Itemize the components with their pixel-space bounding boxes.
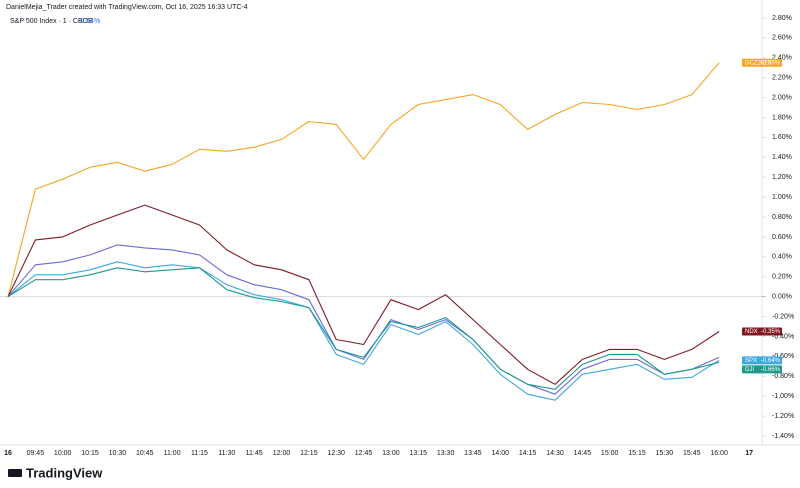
y-tick-label: 1.20% <box>772 174 792 181</box>
x-tick-label: 11:00 <box>164 450 181 457</box>
tag-box <box>742 327 782 336</box>
y-tick-label: -0.40% <box>772 333 794 340</box>
y-tick-label: 0.20% <box>772 274 792 281</box>
y-tick-label: 1.40% <box>772 154 792 161</box>
y-tick-label: 1.60% <box>772 134 792 141</box>
series-tag: NDX -0.35% <box>742 327 782 336</box>
x-tick-label: 10:30 <box>109 450 127 457</box>
series-line <box>7 62 720 297</box>
value-label: -0.64% <box>761 358 781 364</box>
x-tick-label: 13:00 <box>382 450 400 457</box>
x-tick-label: 09:45 <box>27 450 45 457</box>
x-tick-label: 14:45 <box>574 450 592 457</box>
y-tick-label: 2.60% <box>772 35 792 42</box>
x-tick-label: 14:00 <box>492 450 510 457</box>
value-label: -0.35% <box>761 329 781 335</box>
x-tick-label: 13:30 <box>437 450 455 457</box>
series-tag: GCZ2025+2.35% <box>742 58 782 67</box>
y-tick-label: 0.60% <box>772 234 792 241</box>
x-tick-label: 11:30 <box>218 450 235 457</box>
x-tick-label: 13:45 <box>464 450 482 457</box>
x-tick-label: 12:15 <box>300 450 318 457</box>
legend-entry: DJI <box>745 367 754 373</box>
series-tag: SPX -0.64% <box>742 356 782 365</box>
x-tick-label: 10:00 <box>54 450 72 457</box>
brand-name: TradingView <box>26 465 103 480</box>
x-tick-label: 10:15 <box>81 450 99 457</box>
y-tick-label: 2.40% <box>772 55 792 62</box>
x-tick-label: 15:15 <box>628 450 646 457</box>
x-tick-label: 12:45 <box>355 450 373 457</box>
value-label: +2.35% <box>759 60 780 66</box>
series-line <box>7 244 720 395</box>
series-line <box>7 267 720 390</box>
y-tick-label: -0.60% <box>772 353 794 360</box>
x-tick-label: 14:30 <box>546 450 564 457</box>
y-tick-label: 0.00% <box>772 294 792 301</box>
header: DanielMejia_Trader created with TradingV… <box>6 4 248 11</box>
tag-box <box>742 58 782 67</box>
legend-value: -0.64% <box>78 18 100 25</box>
y-tick-label: 2.80% <box>772 15 792 22</box>
y-tick-label: -0.80% <box>772 373 794 380</box>
y-tick-label: 1.00% <box>772 194 792 201</box>
value-label: -0.66% <box>761 367 781 373</box>
x-tick-label: 16 <box>4 450 12 457</box>
y-tick-label: 0.80% <box>772 214 792 221</box>
series-line <box>7 261 720 401</box>
x-tick-label: 12:30 <box>327 450 345 457</box>
y-tick-label: -1.40% <box>772 433 794 440</box>
x-tick-label: 14:15 <box>519 450 537 457</box>
x-tick-label: 13:15 <box>409 450 427 457</box>
x-tick-label: 15:45 <box>683 450 701 457</box>
series-line <box>7 204 720 385</box>
tag-box <box>742 365 782 374</box>
x-tick-label: 10:45 <box>136 450 154 457</box>
x-tick-label: 12:00 <box>273 450 291 457</box>
x-tick-label: 16:00 <box>710 450 728 457</box>
legend-entry: SPX <box>745 358 757 364</box>
y-tick-label: -0.20% <box>772 313 794 320</box>
y-tick-label: -1.20% <box>772 413 794 420</box>
series-tag: DJI -0.66% <box>742 365 782 374</box>
y-tick-label: 2.20% <box>772 74 792 81</box>
y-tick-label: 0.40% <box>772 254 792 261</box>
legend-entry: NDX <box>745 329 758 335</box>
x-tick-label: 15:00 <box>601 450 619 457</box>
tag-box <box>742 356 782 365</box>
x-tick-label: 15:30 <box>656 450 674 457</box>
legend-entry: GCZ2025 <box>745 60 772 66</box>
x-tick-label: 17 <box>745 450 753 457</box>
legend-title: S&P 500 Index · 1 · CBOE <box>10 18 93 25</box>
y-tick-label: 2.00% <box>772 94 792 101</box>
x-tick-label: 11:45 <box>246 450 263 457</box>
logo <box>8 469 22 477</box>
x-tick-label: 11:15 <box>191 450 208 457</box>
y-tick-label: 1.80% <box>772 114 792 121</box>
brand: TradingView <box>8 465 103 480</box>
y-tick-label: -1.00% <box>772 393 794 400</box>
